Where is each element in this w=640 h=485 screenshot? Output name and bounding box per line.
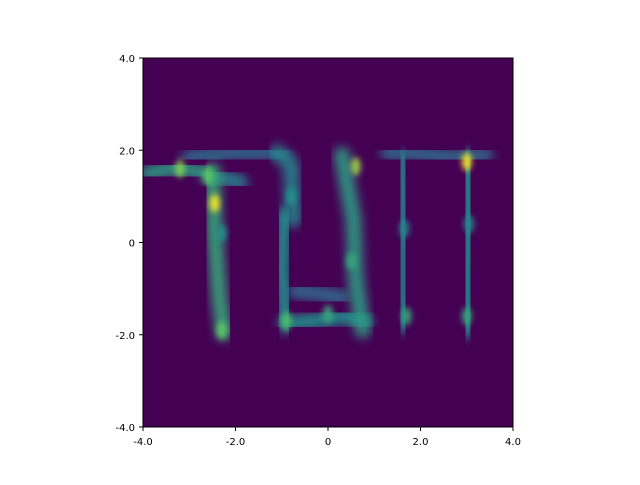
density-peak-8 <box>346 251 357 270</box>
y-tick-label: 2.0 <box>119 146 135 157</box>
density-peak-13 <box>216 224 227 243</box>
density-stroke-10 <box>394 151 413 334</box>
x-tick-label: -2.0 <box>226 437 246 448</box>
plot-area <box>143 58 513 427</box>
density-peak-1 <box>175 159 185 178</box>
density-peak-3 <box>216 321 227 340</box>
x-tick-label: 2.0 <box>413 437 429 448</box>
density-peak-0 <box>209 194 220 213</box>
y-tick-label: -4.0 <box>115 423 135 434</box>
density-peak-5 <box>461 152 472 171</box>
density-layer <box>143 144 494 341</box>
density-stroke-2 <box>181 144 290 166</box>
axes: -4.0 -2.0 0 2.0 4.0 -4.0 -2.0 0 2.0 4.0 <box>115 54 520 448</box>
x-tick-label: 4.0 <box>505 437 521 448</box>
y-tick-label: 0 <box>129 239 135 250</box>
density-stroke-7 <box>287 282 350 306</box>
density-peak-7 <box>323 304 333 323</box>
x-tick-label: -4.0 <box>133 437 153 448</box>
density-peak-11 <box>399 219 410 238</box>
density-peak-4 <box>350 157 361 176</box>
density-stroke-5 <box>273 206 295 334</box>
y-tick-label: 4.0 <box>119 54 135 65</box>
density-peak-10 <box>461 307 472 326</box>
density-peak-9 <box>401 307 412 326</box>
y-tick-label: -2.0 <box>115 331 135 342</box>
density-peak-12 <box>464 215 475 234</box>
x-tick-label: 0 <box>325 437 331 448</box>
density-peak-2 <box>202 166 213 185</box>
density-stroke-8 <box>333 146 371 339</box>
density-stroke-11 <box>458 149 478 339</box>
density-peak-6 <box>281 311 292 330</box>
density-peak-14 <box>286 187 296 206</box>
